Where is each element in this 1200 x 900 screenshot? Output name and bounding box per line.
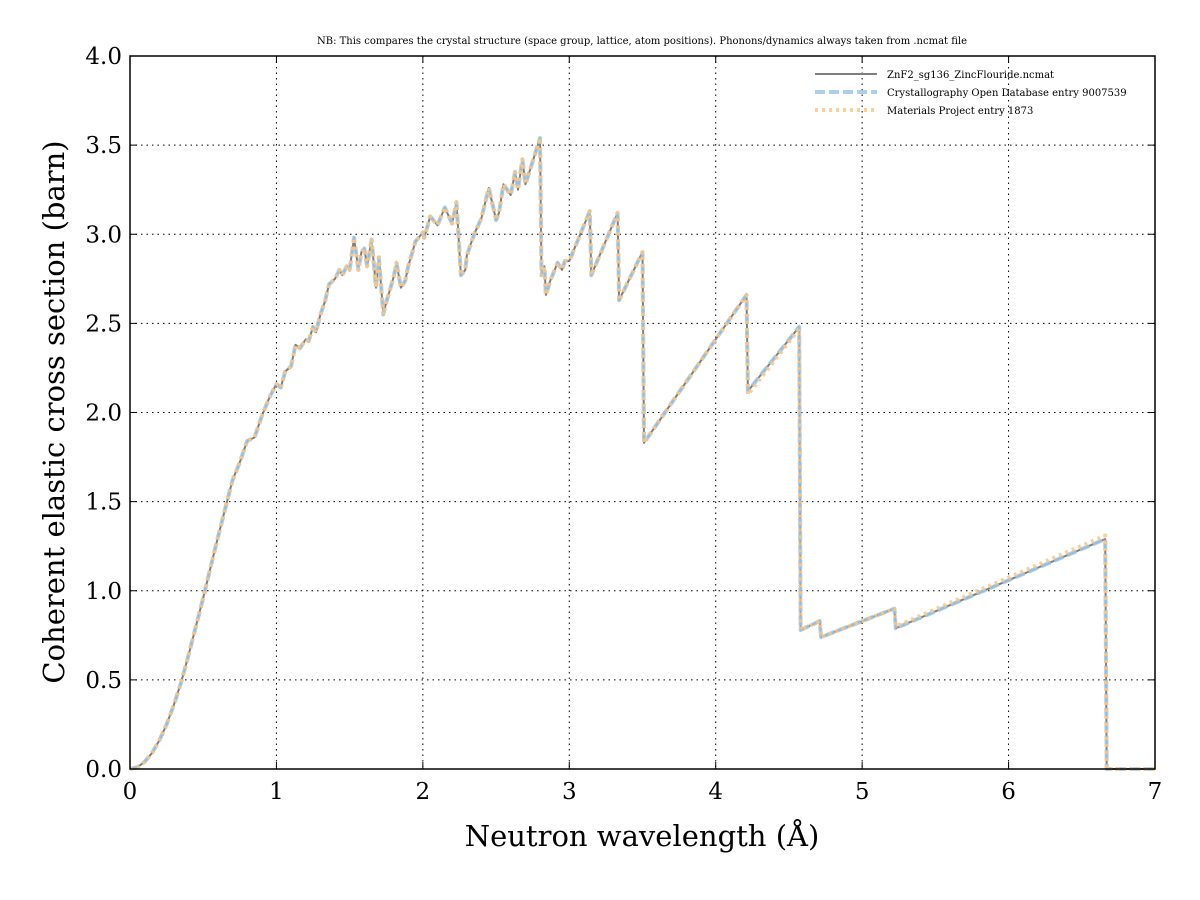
y-tick-label: 3.0 (85, 222, 122, 248)
y-tick-label: 0.5 (85, 668, 122, 694)
x-tick-label: 3 (562, 779, 577, 805)
series-line-1 (129, 136, 1155, 771)
x-tick-label: 5 (855, 779, 870, 805)
y-tick-label: 3.5 (85, 133, 122, 159)
y-tick-label: 0.0 (85, 757, 122, 783)
x-tick-label: 6 (1001, 779, 1016, 805)
x-axis-label: Neutron wavelength (Å) (465, 818, 820, 853)
legend-label-0: ZnF2_sg136_ZincFlouride.ncmat (887, 70, 1054, 81)
x-tick-label: 4 (708, 779, 723, 805)
y-tick-label: 1.0 (85, 579, 122, 605)
plot-area (129, 136, 1155, 771)
y-tick-label: 2.0 (85, 401, 122, 427)
legend-label-1: Crystallography Open Database entry 9007… (887, 88, 1127, 99)
x-tick-label: 7 (1148, 779, 1163, 805)
y-tick-label: 4.0 (85, 44, 122, 70)
chart-title: NB: This compares the crystal structure … (317, 36, 967, 47)
x-tick-label: 0 (123, 779, 138, 805)
y-tick-label: 1.5 (85, 490, 122, 516)
x-tick-label: 1 (269, 779, 284, 805)
legend: ZnF2_sg136_ZincFlouride.ncmat Crystallogr… (815, 70, 1127, 117)
series-line-2 (129, 136, 1155, 771)
series-line-0 (129, 137, 1155, 770)
y-axis-label: Coherent elastic cross section (barn) (37, 140, 71, 683)
x-tick-label: 2 (416, 779, 431, 805)
y-tick-label: 2.5 (85, 311, 122, 337)
legend-label-2: Materials Project entry 1873 (887, 106, 1033, 117)
axis-ticks: 0 1 2 3 4 5 6 7 0.0 0.5 1.0 1.5 2.0 2.5 3.0 3.5 4.0 (85, 44, 1162, 805)
